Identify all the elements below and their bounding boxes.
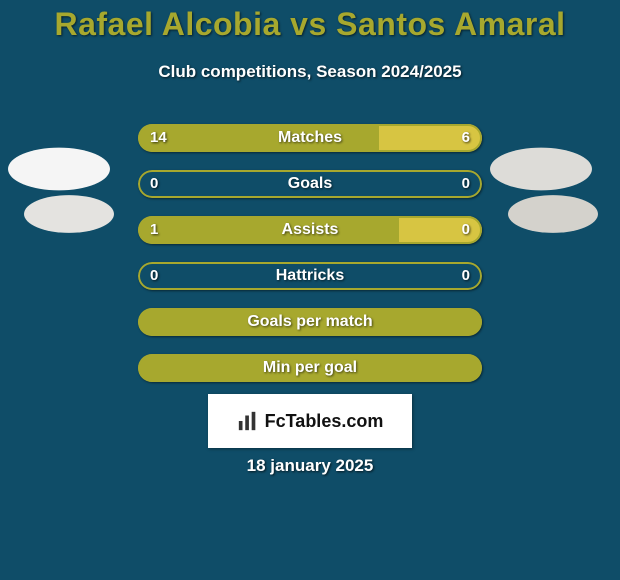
stat-fill-left <box>138 216 399 244</box>
date-stamp: 18 january 2025 <box>0 456 620 476</box>
stat-row: Hattricks0 0 <box>138 262 482 290</box>
stat-fill-right <box>379 124 482 152</box>
bar-chart-icon <box>237 410 259 432</box>
stat-fill-right <box>399 216 482 244</box>
stat-fill-left <box>138 124 379 152</box>
stat-row: Goals per match <box>138 308 482 336</box>
stat-row: Matches146 <box>138 124 482 152</box>
stat-row: Min per goal <box>138 354 482 382</box>
stat-label: Goals <box>138 170 482 198</box>
page-title: Rafael Alcobia vs Santos Amaral <box>0 6 620 43</box>
stat-fill-left <box>138 354 482 382</box>
comparison-infographic: Rafael Alcobia vs Santos Amaral Club com… <box>0 0 620 580</box>
player-left-avatar-1 <box>8 148 110 191</box>
stat-value-left: 0 <box>150 262 158 290</box>
player-right-avatar-2 <box>508 195 598 233</box>
subtitle: Club competitions, Season 2024/2025 <box>0 62 620 82</box>
player-left-avatar-2 <box>24 195 114 233</box>
source-logo: FcTables.com <box>208 394 412 448</box>
source-logo-text: FcTables.com <box>265 411 384 432</box>
stat-row: Assists10 <box>138 216 482 244</box>
player-right-avatar-1 <box>490 148 592 191</box>
stat-label: Hattricks <box>138 262 482 290</box>
stat-value-left: 0 <box>150 170 158 198</box>
stat-value-right: 0 <box>462 170 470 198</box>
stat-value-right: 0 <box>462 262 470 290</box>
stat-row: Goals0 0 <box>138 170 482 198</box>
stat-fill-left <box>138 308 482 336</box>
stat-row-border <box>138 262 482 290</box>
stat-row-border <box>138 170 482 198</box>
